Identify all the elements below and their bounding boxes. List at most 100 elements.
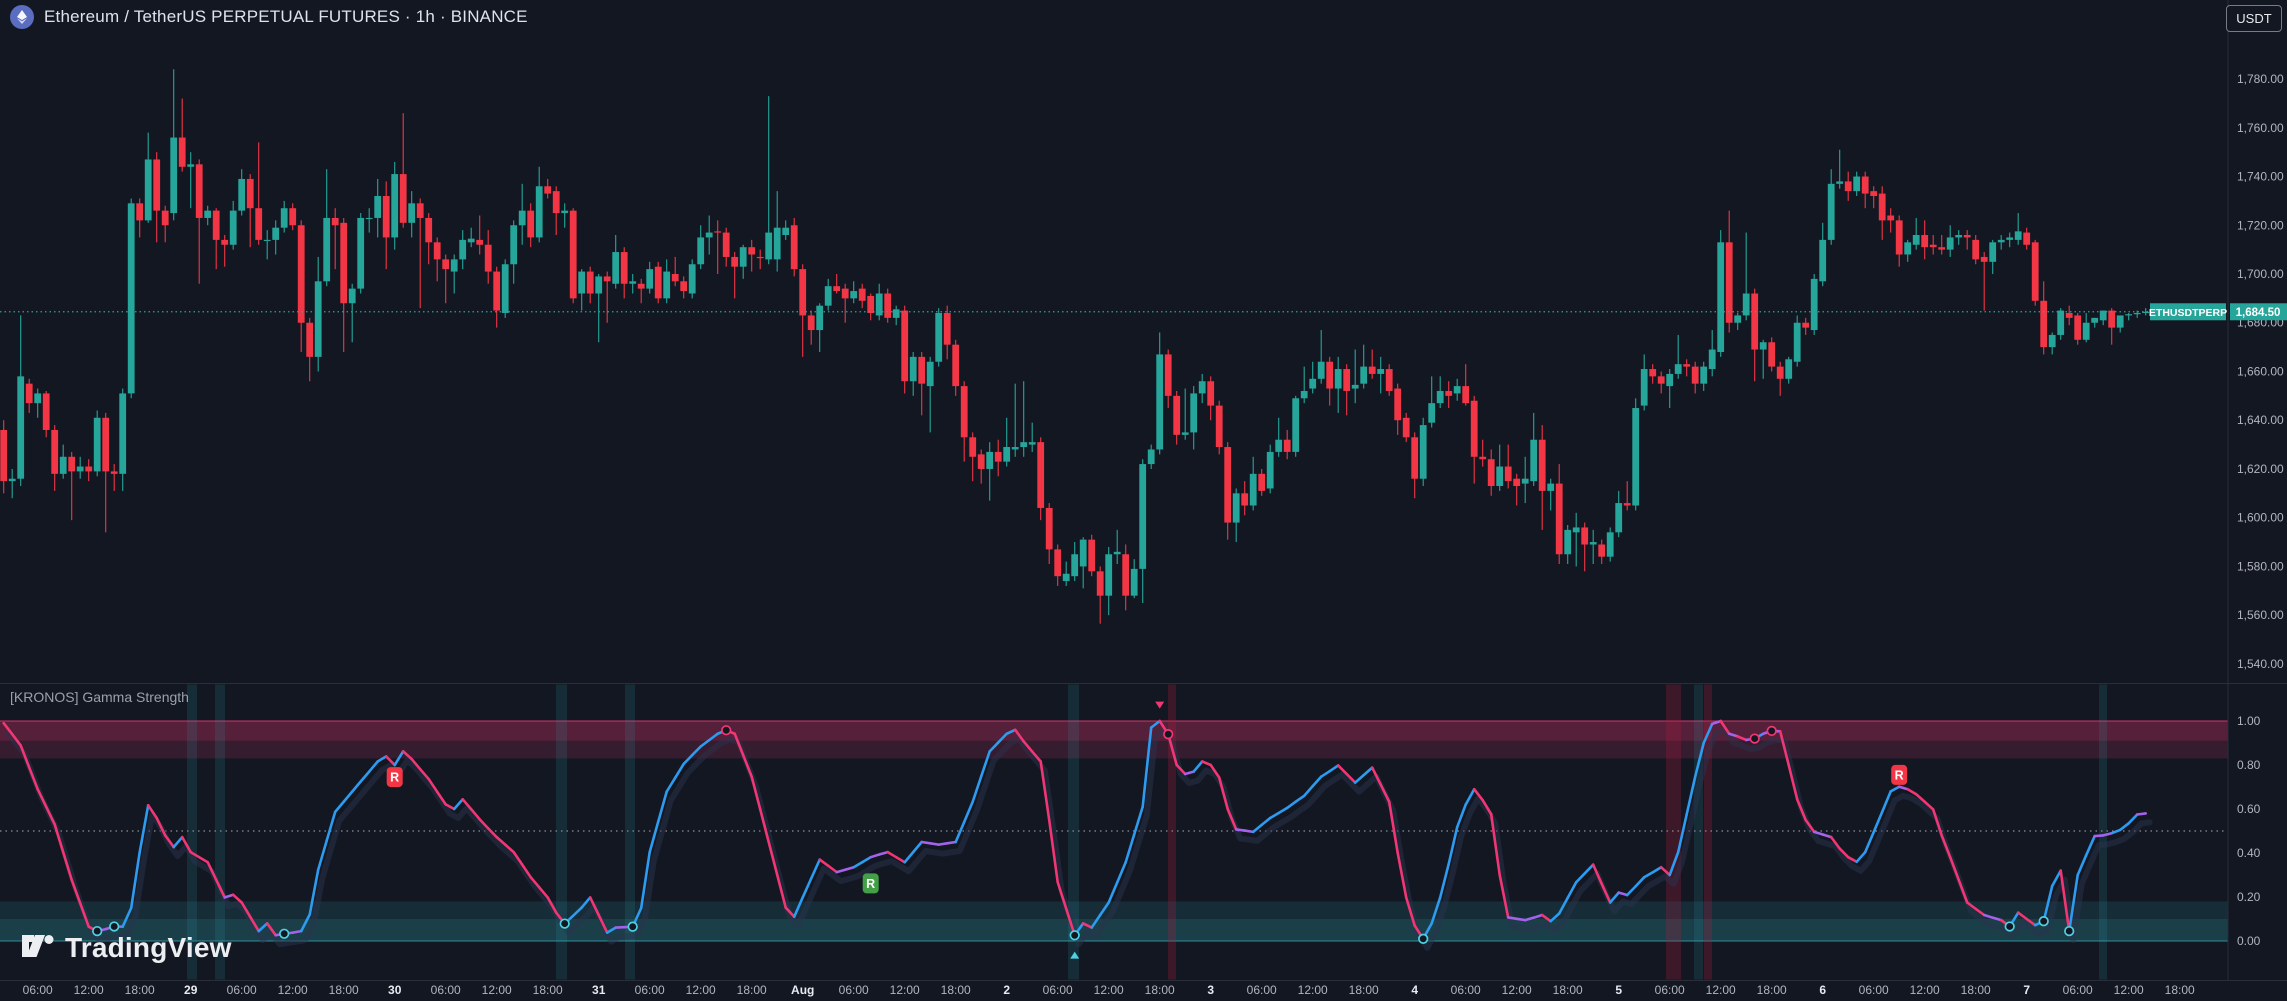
candle-body: [0, 429, 8, 482]
candle-body: [977, 454, 985, 469]
candle-body: [2133, 312, 2141, 315]
candle-body: [2099, 310, 2107, 321]
candle-body: [569, 210, 577, 299]
time-axis-day-label: 4: [1411, 983, 1418, 997]
indicator-line-segment: [988, 741, 1000, 753]
candle-body: [935, 312, 943, 362]
candle-body: [382, 196, 390, 238]
candle-body: [1020, 442, 1028, 448]
indicator-line-segment: [860, 855, 873, 864]
candle-body: [1096, 571, 1104, 596]
indicator-line-segment: [1311, 775, 1323, 788]
candle-body: [1768, 342, 1776, 367]
oversold-signal-circle: [2004, 921, 2015, 932]
symbol-title[interactable]: Ethereum / TetherUS PERPETUAL FUTURES · …: [44, 7, 528, 26]
candle-body: [637, 283, 645, 289]
candle-body: [1521, 478, 1529, 484]
candle-body: [1394, 388, 1402, 421]
indicator-line-segment: [1727, 732, 1739, 738]
time-axis-label: 12:00: [1910, 983, 1940, 997]
candle-body: [1759, 342, 1767, 350]
candle-body: [1164, 354, 1172, 396]
candle-body: [1224, 447, 1232, 523]
candle-body: [782, 227, 790, 236]
indicator-line-segment: [1557, 896, 1569, 915]
candle-body: [1708, 349, 1716, 370]
indicator-line-segment: [1132, 805, 1144, 836]
candle-body: [2125, 314, 2133, 316]
indicator-line-segment: [1387, 800, 1399, 855]
candle-body: [1929, 244, 1937, 248]
indicator-title[interactable]: [KRONOS] Gamma Strength: [10, 689, 189, 705]
indicator-line-segment: [1124, 833, 1136, 864]
time-axis-label: 06:00: [2063, 983, 2093, 997]
indicator-line-segment: [393, 750, 405, 767]
candle-body: [926, 361, 934, 387]
candle-body: [1615, 503, 1623, 533]
price-axis-label: 1,640.00: [2237, 413, 2284, 427]
candle-body: [909, 356, 917, 382]
time-axis-label: 12:00: [1094, 983, 1124, 997]
indicator-line-segment: [146, 803, 158, 820]
indicator-line-segment: [843, 865, 856, 872]
candle-body: [85, 466, 93, 472]
time-axis[interactable]: 06:00 12:00 18:00 29 06:00 12:00 18:00 30 06:00 1…: [23, 983, 2195, 997]
candle-body: [263, 239, 271, 241]
tradingview-watermark[interactable]: TradingView: [22, 932, 232, 964]
oversold-signal-circle: [279, 928, 290, 939]
candle-body: [1385, 369, 1393, 391]
reversal-label: [862, 873, 879, 894]
indicator-line-segment: [1829, 835, 1841, 850]
indicator-line-segment: [427, 777, 439, 794]
candle-body: [1326, 361, 1334, 389]
time-axis-label: 06:00: [1859, 983, 1889, 997]
indicator-line-segment: [1991, 916, 2003, 922]
indicator-line-segment: [1974, 907, 1986, 917]
indicator-line-segment: [639, 850, 652, 910]
candle-body: [1428, 403, 1436, 423]
candle-body: [527, 210, 535, 238]
candle-body: [1445, 390, 1453, 396]
signal-stripe-teal: [556, 684, 567, 980]
candle-body: [178, 137, 186, 167]
candle-body: [1105, 554, 1113, 596]
indicator-line-segment: [580, 896, 592, 909]
candle-body: [1258, 473, 1266, 491]
candle-body: [433, 242, 441, 260]
candle-body: [552, 191, 560, 214]
candle-body: [1207, 381, 1215, 406]
indicator-line-segment: [1608, 891, 1620, 904]
indicator-line-segment: [1778, 730, 1790, 767]
indicator-line-segment: [1736, 735, 1748, 742]
indicator-line-segment: [1141, 726, 1153, 809]
candle-body: [1062, 573, 1070, 582]
signal-stripe-teal: [2099, 684, 2107, 980]
indicator-line-segment: [1651, 865, 1663, 874]
candle-body: [484, 244, 492, 272]
indicator-line-segment: [444, 803, 456, 811]
indicator-line-segment: [1549, 912, 1561, 923]
price-axis[interactable]: 1,540.00 1,560.00 1,580.00 1,600.00 1,620.00…: [2237, 72, 2284, 948]
indicator-line-segment: [231, 893, 243, 904]
candle-body: [1887, 215, 1895, 221]
candle-body: [1547, 483, 1555, 491]
indicator-line-segment: [792, 896, 805, 919]
indicator-line-segment: [19, 744, 31, 769]
candle-body: [272, 227, 280, 240]
indicator-line-segment: [1353, 773, 1365, 784]
candle-body: [1309, 378, 1317, 389]
indicator-line-segment: [478, 818, 490, 830]
candle-body: [357, 217, 365, 289]
indicator-line-segment: [1047, 818, 1059, 884]
indicator-line-segment: [971, 775, 983, 804]
candle-body: [1581, 527, 1589, 545]
indicator-line-segment: [1821, 833, 1833, 839]
candle-body: [1691, 366, 1699, 384]
indicator-axis-label: 0.20: [2237, 890, 2261, 904]
currency-button[interactable]: USDT: [2226, 5, 2282, 32]
indicator-line-segment: [163, 834, 175, 849]
time-axis-label: 18:00: [329, 983, 359, 997]
indicator-line-segment: [741, 753, 754, 778]
